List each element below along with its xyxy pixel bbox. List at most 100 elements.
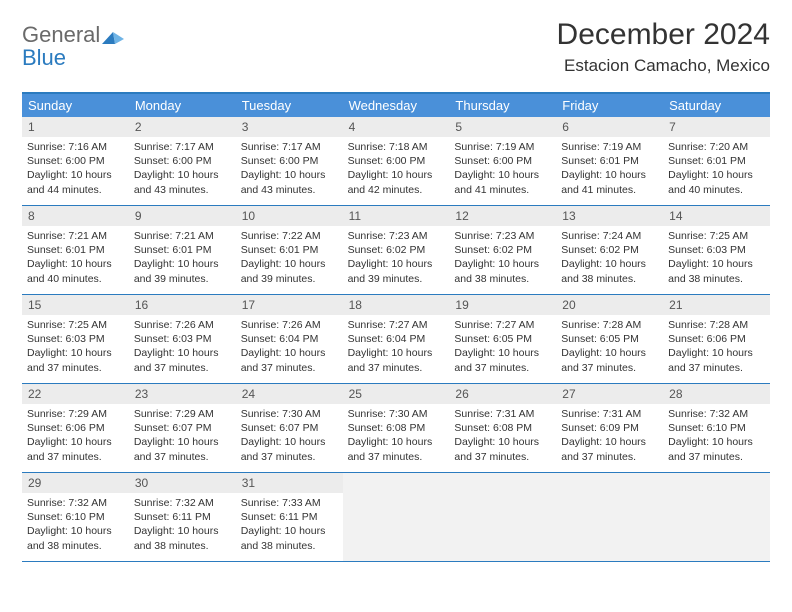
- day-cell: 27Sunrise: 7:31 AMSunset: 6:09 PMDayligh…: [556, 384, 663, 472]
- sunrise-text: Sunrise: 7:25 AM: [668, 229, 765, 243]
- month-title: December 2024: [557, 18, 770, 52]
- day-info: Sunrise: 7:23 AMSunset: 6:02 PMDaylight:…: [343, 226, 450, 291]
- day-cell: 6Sunrise: 7:19 AMSunset: 6:01 PMDaylight…: [556, 117, 663, 205]
- day-info: Sunrise: 7:30 AMSunset: 6:08 PMDaylight:…: [343, 404, 450, 469]
- day-info: Sunrise: 7:21 AMSunset: 6:01 PMDaylight:…: [22, 226, 129, 291]
- daylight-text: Daylight: 10 hours and 38 minutes.: [454, 257, 551, 285]
- sunset-text: Sunset: 6:07 PM: [241, 421, 338, 435]
- day-cell: 14Sunrise: 7:25 AMSunset: 6:03 PMDayligh…: [663, 206, 770, 294]
- sunset-text: Sunset: 6:00 PM: [134, 154, 231, 168]
- day-cell: 2Sunrise: 7:17 AMSunset: 6:00 PMDaylight…: [129, 117, 236, 205]
- daylight-text: Daylight: 10 hours and 37 minutes.: [561, 346, 658, 374]
- sunrise-text: Sunrise: 7:32 AM: [668, 407, 765, 421]
- sunrise-text: Sunrise: 7:27 AM: [348, 318, 445, 332]
- sunset-text: Sunset: 6:02 PM: [561, 243, 658, 257]
- day-cell: 1Sunrise: 7:16 AMSunset: 6:00 PMDaylight…: [22, 117, 129, 205]
- sunset-text: Sunset: 6:03 PM: [668, 243, 765, 257]
- sunrise-text: Sunrise: 7:28 AM: [561, 318, 658, 332]
- daylight-text: Daylight: 10 hours and 39 minutes.: [134, 257, 231, 285]
- sunset-text: Sunset: 6:05 PM: [561, 332, 658, 346]
- sunrise-text: Sunrise: 7:21 AM: [27, 229, 124, 243]
- day-cell: 13Sunrise: 7:24 AMSunset: 6:02 PMDayligh…: [556, 206, 663, 294]
- daylight-text: Daylight: 10 hours and 43 minutes.: [241, 168, 338, 196]
- day-number: 31: [236, 473, 343, 493]
- sunset-text: Sunset: 6:04 PM: [241, 332, 338, 346]
- day-cell-empty: [449, 473, 556, 561]
- day-number: 16: [129, 295, 236, 315]
- day-number: 6: [556, 117, 663, 137]
- day-number: 9: [129, 206, 236, 226]
- day-cell: 19Sunrise: 7:27 AMSunset: 6:05 PMDayligh…: [449, 295, 556, 383]
- daylight-text: Daylight: 10 hours and 37 minutes.: [27, 346, 124, 374]
- day-cell: 16Sunrise: 7:26 AMSunset: 6:03 PMDayligh…: [129, 295, 236, 383]
- sunrise-text: Sunrise: 7:16 AM: [27, 140, 124, 154]
- day-cell-empty: [343, 473, 450, 561]
- day-number: 7: [663, 117, 770, 137]
- day-info: Sunrise: 7:22 AMSunset: 6:01 PMDaylight:…: [236, 226, 343, 291]
- sunrise-text: Sunrise: 7:21 AM: [134, 229, 231, 243]
- day-number: 25: [343, 384, 450, 404]
- sunset-text: Sunset: 6:02 PM: [454, 243, 551, 257]
- day-cell: 17 Sunrise: 7:26 AMSunset: 6:04 PMDayligh…: [236, 295, 343, 383]
- daylight-text: Daylight: 10 hours and 37 minutes.: [241, 346, 338, 374]
- sunset-text: Sunset: 6:06 PM: [668, 332, 765, 346]
- day-number: 17: [236, 295, 343, 315]
- daylight-text: Daylight: 10 hours and 40 minutes.: [27, 257, 124, 285]
- daylight-text: Daylight: 10 hours and 37 minutes.: [134, 346, 231, 374]
- sunset-text: Sunset: 6:09 PM: [561, 421, 658, 435]
- sunset-text: Sunset: 6:00 PM: [241, 154, 338, 168]
- day-cell: 18Sunrise: 7:27 AMSunset: 6:04 PMDayligh…: [343, 295, 450, 383]
- daylight-text: Daylight: 10 hours and 37 minutes.: [27, 435, 124, 463]
- sunset-text: Sunset: 6:04 PM: [348, 332, 445, 346]
- logo: GeneralBlue: [22, 18, 124, 71]
- calendar: SundayMondayTuesdayWednesdayThursdayFrid…: [22, 92, 770, 562]
- daylight-text: Daylight: 10 hours and 37 minutes.: [668, 435, 765, 463]
- sunrise-text: Sunrise: 7:29 AM: [27, 407, 124, 421]
- daylight-text: Daylight: 10 hours and 37 minutes.: [454, 346, 551, 374]
- sunset-text: Sunset: 6:03 PM: [27, 332, 124, 346]
- daylight-text: Daylight: 10 hours and 38 minutes.: [134, 524, 231, 552]
- day-info: Sunrise: 7:32 AMSunset: 6:11 PMDaylight:…: [129, 493, 236, 558]
- daylight-text: Daylight: 10 hours and 38 minutes.: [27, 524, 124, 552]
- daylight-text: Daylight: 10 hours and 41 minutes.: [454, 168, 551, 196]
- sunrise-text: Sunrise: 7:32 AM: [27, 496, 124, 510]
- day-cell: 3Sunrise: 7:17 AMSunset: 6:00 PMDaylight…: [236, 117, 343, 205]
- day-number: 22: [22, 384, 129, 404]
- daylight-text: Daylight: 10 hours and 37 minutes.: [668, 346, 765, 374]
- week-row: 8Sunrise: 7:21 AMSunset: 6:01 PMDaylight…: [22, 206, 770, 295]
- day-cell: 26Sunrise: 7:31 AMSunset: 6:08 PMDayligh…: [449, 384, 556, 472]
- sunset-text: Sunset: 6:00 PM: [27, 154, 124, 168]
- sunrise-text: Sunrise: 7:26 AM: [241, 318, 338, 332]
- day-number: 11: [343, 206, 450, 226]
- day-info: Sunrise: 7:20 AMSunset: 6:01 PMDaylight:…: [663, 137, 770, 202]
- sunset-text: Sunset: 6:00 PM: [454, 154, 551, 168]
- sunset-text: Sunset: 6:10 PM: [668, 421, 765, 435]
- day-cell: 25Sunrise: 7:30 AMSunset: 6:08 PMDayligh…: [343, 384, 450, 472]
- day-number: 14: [663, 206, 770, 226]
- sunset-text: Sunset: 6:05 PM: [454, 332, 551, 346]
- day-info: Sunrise: 7:19 AMSunset: 6:00 PMDaylight:…: [449, 137, 556, 202]
- week-row: 22Sunrise: 7:29 AMSunset: 6:06 PMDayligh…: [22, 384, 770, 473]
- day-number: 18: [343, 295, 450, 315]
- day-header-sunday: Sunday: [22, 94, 129, 117]
- sunrise-text: Sunrise: 7:33 AM: [241, 496, 338, 510]
- sunset-text: Sunset: 6:01 PM: [134, 243, 231, 257]
- day-number: 3: [236, 117, 343, 137]
- daylight-text: Daylight: 10 hours and 40 minutes.: [668, 168, 765, 196]
- sunset-text: Sunset: 6:00 PM: [348, 154, 445, 168]
- day-cell: 20Sunrise: 7:28 AMSunset: 6:05 PMDayligh…: [556, 295, 663, 383]
- day-number: 13: [556, 206, 663, 226]
- day-header-wednesday: Wednesday: [343, 94, 450, 117]
- daylight-text: Daylight: 10 hours and 37 minutes.: [241, 435, 338, 463]
- day-cell: 11Sunrise: 7:23 AMSunset: 6:02 PMDayligh…: [343, 206, 450, 294]
- sunrise-text: Sunrise: 7:26 AM: [134, 318, 231, 332]
- day-header-tuesday: Tuesday: [236, 94, 343, 117]
- sunrise-text: Sunrise: 7:19 AM: [454, 140, 551, 154]
- day-cell: 31Sunrise: 7:33 AMSunset: 6:11 PMDayligh…: [236, 473, 343, 561]
- day-number: 21: [663, 295, 770, 315]
- daylight-text: Daylight: 10 hours and 44 minutes.: [27, 168, 124, 196]
- daylight-text: Daylight: 10 hours and 38 minutes.: [241, 524, 338, 552]
- logo-triangle-icon: [102, 24, 124, 50]
- day-number: 1: [22, 117, 129, 137]
- day-info: Sunrise: 7:16 AMSunset: 6:00 PMDaylight:…: [22, 137, 129, 202]
